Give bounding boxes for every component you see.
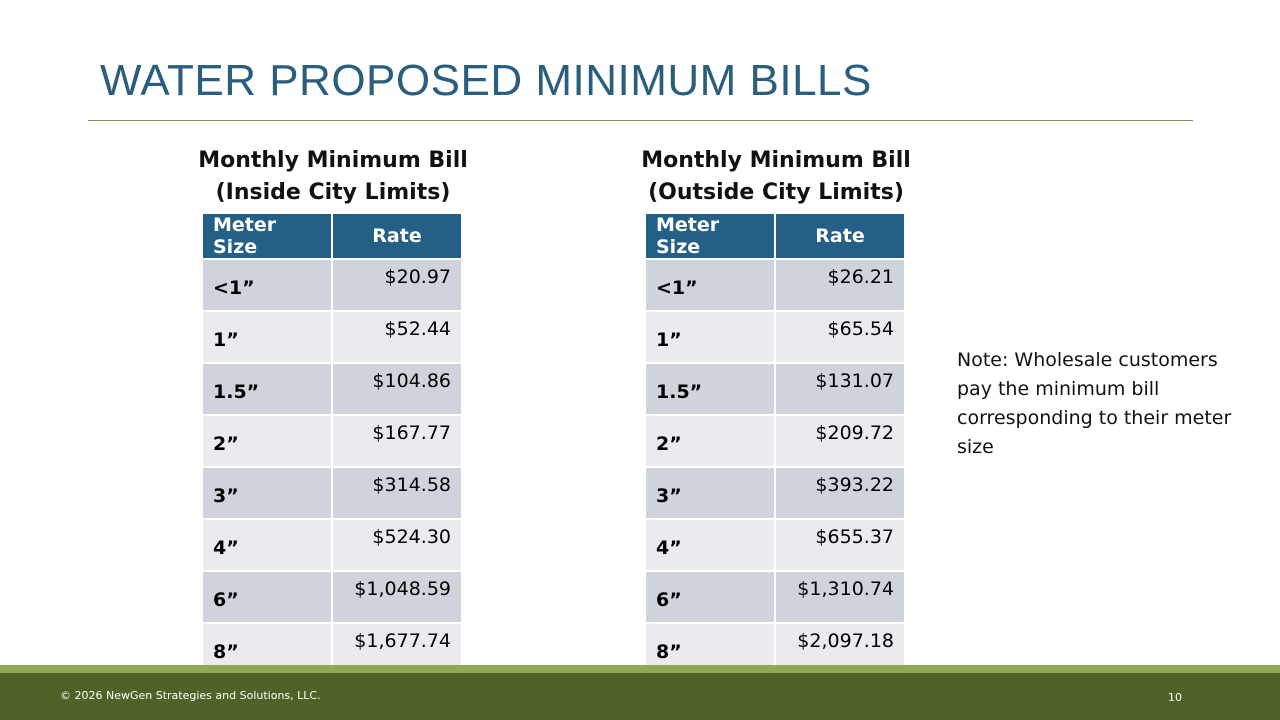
header-cell: Rate bbox=[331, 212, 463, 260]
meter-size-cell: 1” bbox=[201, 310, 333, 364]
table-row: <1” $20.97 bbox=[201, 258, 463, 312]
meter-size-cell: 3” bbox=[201, 466, 333, 520]
table-row: 6” $1,048.59 bbox=[201, 570, 463, 624]
table-row: 2” $167.77 bbox=[201, 414, 463, 468]
header-cell: Meter Size bbox=[644, 212, 776, 260]
meter-size-cell: 4” bbox=[201, 518, 333, 572]
caption-line: Monthly Minimum Bill bbox=[641, 148, 911, 173]
rate-cell: $655.37 bbox=[774, 518, 906, 572]
rate-table: Meter Size Rate <1” $20.97 1” $52.44 1.5” $104.… bbox=[201, 212, 463, 676]
footer-stripe bbox=[0, 665, 1280, 673]
header-cell: Rate bbox=[774, 212, 906, 260]
rate-cell: $1,048.59 bbox=[331, 570, 463, 624]
page-number: 10 bbox=[1168, 691, 1182, 704]
meter-size-cell: 3” bbox=[644, 466, 776, 520]
rate-cell: $209.72 bbox=[774, 414, 906, 468]
rate-cell: $393.22 bbox=[774, 466, 906, 520]
rate-cell: $26.21 bbox=[774, 258, 906, 312]
rate-cell: $167.77 bbox=[331, 414, 463, 468]
meter-size-cell: 2” bbox=[644, 414, 776, 468]
meter-size-cell: 1.5” bbox=[644, 362, 776, 416]
table-row: 4” $524.30 bbox=[201, 518, 463, 572]
table-caption: Monthly Minimum Bill (Inside City Limits) bbox=[163, 145, 503, 209]
rate-cell: $104.86 bbox=[331, 362, 463, 416]
table-row: 4” $655.37 bbox=[644, 518, 906, 572]
rate-cell: $1,310.74 bbox=[774, 570, 906, 624]
table-row: <1” $26.21 bbox=[644, 258, 906, 312]
footer-bar bbox=[0, 673, 1280, 720]
title-rule bbox=[88, 120, 1193, 121]
meter-size-cell: 4” bbox=[644, 518, 776, 572]
table-row: 6” $1,310.74 bbox=[644, 570, 906, 624]
caption-line: (Outside City Limits) bbox=[648, 180, 904, 205]
meter-size-cell: <1” bbox=[201, 258, 333, 312]
copyright: © 2026 NewGen Strategies and Solutions, … bbox=[60, 689, 321, 702]
rate-cell: $20.97 bbox=[331, 258, 463, 312]
meter-size-cell: <1” bbox=[644, 258, 776, 312]
meter-size-cell: 1.5” bbox=[201, 362, 333, 416]
meter-size-cell: 6” bbox=[201, 570, 333, 624]
table-row: 1” $52.44 bbox=[201, 310, 463, 364]
slide-title: WATER PROPOSED MINIMUM BILLS bbox=[100, 56, 872, 105]
table-row: 3” $314.58 bbox=[201, 466, 463, 520]
rate-cell: $524.30 bbox=[331, 518, 463, 572]
header-row: Meter Size Rate bbox=[201, 212, 463, 260]
note: Note: Wholesale customers pay the minimu… bbox=[957, 349, 1232, 458]
table-row: 1” $65.54 bbox=[644, 310, 906, 364]
rate-cell: $314.58 bbox=[331, 466, 463, 520]
rate-cell: $65.54 bbox=[774, 310, 906, 364]
table-caption: Monthly Minimum Bill (Outside City Limits… bbox=[606, 145, 946, 209]
caption-line: (Inside City Limits) bbox=[215, 180, 451, 205]
header-row: Meter Size Rate bbox=[644, 212, 906, 260]
rate-table: Meter Size Rate <1” $26.21 1” $65.54 1.5” $131.… bbox=[644, 212, 906, 676]
meter-size-cell: 2” bbox=[201, 414, 333, 468]
table-row: 3” $393.22 bbox=[644, 466, 906, 520]
rate-cell: $52.44 bbox=[331, 310, 463, 364]
table-row: 1.5” $131.07 bbox=[644, 362, 906, 416]
rate-cell: $131.07 bbox=[774, 362, 906, 416]
table-row: 1.5” $104.86 bbox=[201, 362, 463, 416]
meter-size-cell: 1” bbox=[644, 310, 776, 364]
meter-size-cell: 6” bbox=[644, 570, 776, 624]
caption-line: Monthly Minimum Bill bbox=[198, 148, 468, 173]
table-row: 2” $209.72 bbox=[644, 414, 906, 468]
header-cell: Meter Size bbox=[201, 212, 333, 260]
